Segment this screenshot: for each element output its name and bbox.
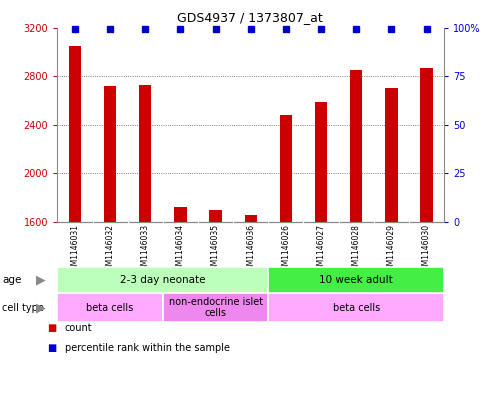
Text: ▶: ▶ bbox=[36, 301, 46, 314]
Bar bbox=[245, 215, 257, 222]
Bar bbox=[315, 102, 327, 222]
Text: ■: ■ bbox=[47, 343, 57, 353]
Text: ■: ■ bbox=[47, 323, 57, 333]
Bar bbox=[210, 210, 222, 222]
Bar bbox=[104, 86, 116, 222]
Text: beta cells: beta cells bbox=[333, 303, 380, 312]
Bar bbox=[385, 88, 398, 222]
Text: GSM1146036: GSM1146036 bbox=[246, 224, 255, 275]
Text: age: age bbox=[2, 275, 22, 285]
Text: GSM1146027: GSM1146027 bbox=[316, 224, 325, 275]
Text: GSM1146030: GSM1146030 bbox=[422, 224, 431, 275]
Text: GSM1146028: GSM1146028 bbox=[352, 224, 361, 275]
Bar bbox=[420, 68, 433, 222]
Text: GSM1146031: GSM1146031 bbox=[70, 224, 79, 275]
Text: GSM1146026: GSM1146026 bbox=[281, 224, 290, 275]
Bar bbox=[280, 115, 292, 222]
Bar bbox=[268, 293, 444, 322]
Text: GSM1146032: GSM1146032 bbox=[106, 224, 115, 275]
Text: beta cells: beta cells bbox=[86, 303, 134, 312]
Text: cell type: cell type bbox=[2, 303, 44, 312]
Text: GSM1146034: GSM1146034 bbox=[176, 224, 185, 275]
Text: ▶: ▶ bbox=[36, 274, 46, 286]
Bar bbox=[69, 46, 81, 222]
Bar bbox=[57, 267, 268, 293]
Text: GSM1146029: GSM1146029 bbox=[387, 224, 396, 275]
Text: GSM1146035: GSM1146035 bbox=[211, 224, 220, 275]
Text: GDS4937 / 1373807_at: GDS4937 / 1373807_at bbox=[177, 11, 322, 24]
Bar bbox=[57, 293, 163, 322]
Text: 2-3 day neonate: 2-3 day neonate bbox=[120, 275, 206, 285]
Text: count: count bbox=[65, 323, 92, 333]
Text: 10 week adult: 10 week adult bbox=[319, 275, 393, 285]
Bar bbox=[139, 84, 151, 222]
Text: non-endocrine islet
cells: non-endocrine islet cells bbox=[169, 297, 262, 318]
Bar bbox=[163, 293, 268, 322]
Bar bbox=[350, 70, 362, 222]
Bar bbox=[268, 267, 444, 293]
Text: GSM1146033: GSM1146033 bbox=[141, 224, 150, 275]
Bar bbox=[174, 208, 187, 222]
Text: percentile rank within the sample: percentile rank within the sample bbox=[65, 343, 230, 353]
